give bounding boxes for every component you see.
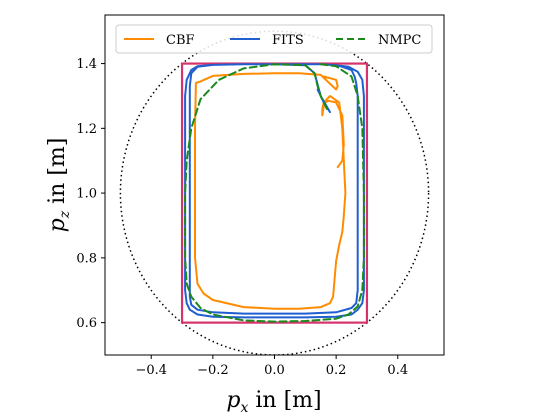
- y-tick-label: 0.8: [76, 251, 97, 266]
- x-tick-label: 0.4: [387, 363, 408, 378]
- legend-label-nmpc: NMPC: [378, 33, 421, 48]
- y-tick-label: 0.6: [76, 316, 97, 331]
- plot-layer: [119, 30, 430, 355]
- legend-box: [115, 24, 433, 54]
- legend: CBF FITS NMPC: [115, 24, 433, 54]
- x-tick-label: 0.2: [326, 363, 347, 378]
- legend-label-fits: FITS: [272, 33, 304, 48]
- series-line-cbf: [194, 72, 347, 310]
- ticks-layer: −0.4 −0.2 0.0 0.2 0.4 0.6 0.8 1.0 1.2 1.4: [76, 57, 408, 378]
- x-tick-label: −0.2: [197, 363, 229, 378]
- y-tick-label: 1.2: [76, 122, 97, 137]
- series-line-nmpc: [184, 63, 365, 323]
- series-line-fits: [184, 63, 365, 319]
- y-tick-label: 1.4: [76, 57, 97, 72]
- legend-label-cbf: CBF: [166, 33, 195, 48]
- x-tick-label: −0.4: [135, 363, 167, 378]
- plot-frame: [104, 14, 445, 356]
- x-tick-label: 0.0: [264, 363, 285, 378]
- y-axis-label: pz in [m]: [45, 138, 73, 233]
- x-axis-label: px in [m]: [226, 388, 321, 416]
- safety-circle: [119, 30, 430, 355]
- y-tick-label: 1.0: [76, 187, 97, 202]
